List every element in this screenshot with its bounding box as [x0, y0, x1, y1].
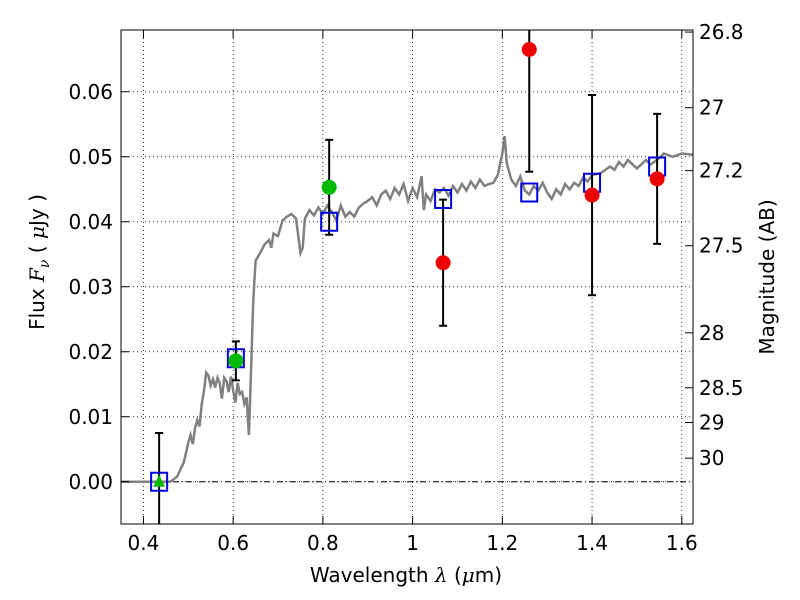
error-bar	[525, 30, 534, 173]
y-tick-label: 0.03	[68, 275, 113, 299]
mag-tick-label: 27.2	[699, 159, 744, 183]
mag-tick-label: 28	[699, 321, 724, 345]
y-tick-label: 0.06	[68, 80, 113, 104]
x-axis-ticks: 0.4 0.6 0.8 1 1.2 1.4 1.6	[128, 30, 698, 555]
mag-tick-label: 30	[699, 446, 724, 470]
x-tick-label: 1.6	[666, 531, 698, 555]
x-tick-label: 0.6	[217, 531, 249, 555]
observations	[153, 42, 665, 487]
y-tick-label: 0.05	[68, 145, 113, 169]
model-boxes	[150, 156, 667, 492]
y-tick-label: 0.02	[68, 340, 113, 364]
observation-point	[228, 353, 244, 369]
model-sed-line	[121, 135, 693, 484]
mag-tick-label: 29	[699, 410, 724, 434]
y-axis-label: Flux Fν ( μJy )	[25, 194, 53, 330]
x-tick-label: 1.2	[486, 531, 518, 555]
observation-point	[584, 187, 600, 203]
mag-tick-label: 26.8	[699, 20, 744, 44]
mag-axis-ticks: 26.8 27 27.2 27.5 28 28.5 29 30	[685, 20, 744, 470]
x-tick-label: 1.4	[576, 531, 608, 555]
x-axis-label: Wavelength λ (μm)	[310, 563, 502, 587]
y-axis-ticks: 0.00 0.01 0.02 0.03 0.04 0.05 0.06	[68, 80, 129, 494]
error-bars	[155, 30, 662, 524]
mag-tick-label: 28.5	[699, 376, 744, 400]
model-box	[320, 211, 339, 232]
observation-triangle	[153, 474, 166, 487]
mag-tick-label: 27	[699, 96, 724, 120]
model-box	[150, 471, 169, 492]
model-box	[520, 182, 539, 203]
observation-point	[649, 171, 665, 187]
x-tick-label: 0.4	[128, 531, 160, 555]
observation-point	[321, 179, 337, 195]
x-tick-label: 0.8	[307, 531, 339, 555]
observation-point	[435, 255, 451, 271]
observation-point	[521, 42, 537, 57]
x-tick-label: 1	[406, 531, 419, 555]
magnitude-axis-label: Magnitude (AB)	[755, 199, 779, 354]
mag-tick-label: 27.5	[699, 234, 744, 258]
y-tick-label: 0.01	[68, 405, 113, 429]
y-tick-label: 0.04	[68, 210, 113, 234]
plot-frame	[120, 29, 694, 525]
model-box	[434, 189, 453, 209]
y-tick-label: 0.00	[68, 470, 113, 494]
grid	[121, 30, 693, 524]
